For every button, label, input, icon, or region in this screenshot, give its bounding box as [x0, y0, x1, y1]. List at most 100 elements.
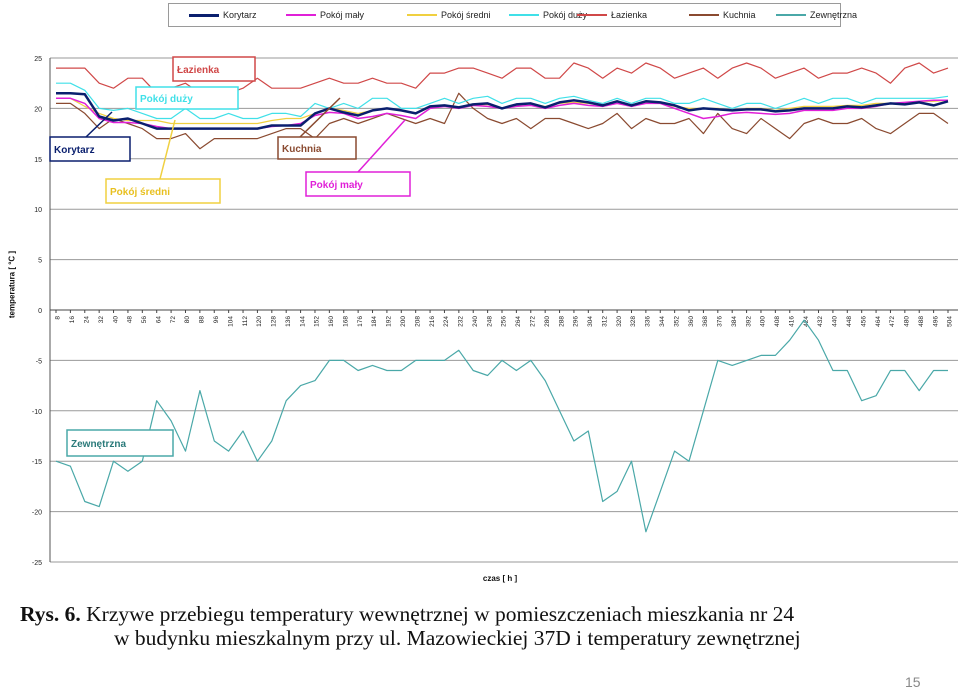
chart-legend: Korytarz Pokój mały Pokój średni Pokój duży… [168, 3, 857, 27]
x-tick-label: 104 [227, 316, 234, 327]
annotation-label: Pokój duży [140, 94, 193, 105]
annotation-box [172, 56, 256, 82]
x-tick-label: 128 [271, 316, 278, 327]
page-number: 15 [905, 674, 921, 690]
x-tick-label: 344 [659, 316, 666, 327]
x-tick-label: 64 [155, 316, 162, 324]
annotation-box [277, 136, 357, 160]
y-tick-label: -20 [32, 510, 42, 517]
y-tick-label: -5 [36, 358, 42, 365]
x-tick-label: 160 [328, 316, 335, 327]
annotation-box [105, 178, 221, 204]
series-line-kuchnia [56, 92, 949, 150]
annotation-label: Pokój mały [310, 180, 363, 191]
legend-label: Kuchnia [723, 10, 756, 20]
x-tick-label: 416 [788, 316, 795, 327]
x-tick-label: 216 [429, 316, 436, 327]
x-tick-label: 440 [832, 316, 839, 327]
y-tick-label: 20 [34, 106, 42, 113]
y-tick-label: 0 [38, 308, 42, 315]
x-tick-label: 448 [846, 316, 853, 327]
legend-label: Korytarz [223, 10, 257, 20]
x-tick-label: 408 [774, 316, 781, 327]
legend-swatch [286, 14, 316, 16]
x-tick-label: 232 [458, 316, 465, 327]
annotation-leader [159, 119, 176, 180]
y-tick-label: 25 [34, 56, 42, 63]
annotation-leader [357, 119, 406, 173]
temperature-chart: -25 -20 -15 -10 -5 0 5 10 15 20 25 8 16 24 32 40 48 56 64 7… [32, 56, 958, 567]
x-tick-label: 176 [357, 316, 364, 327]
y-tick-label: -10 [32, 409, 42, 416]
caption-label: Rys. 6. [20, 602, 81, 626]
annotation-box [135, 86, 239, 110]
x-tick-label: 272 [529, 316, 536, 327]
x-tick-label: 424 [803, 316, 810, 327]
legend-label: Zewnętrzna [810, 10, 858, 20]
legend-swatch [689, 14, 719, 16]
x-tick-label: 40 [112, 316, 119, 324]
x-tick-label: 336 [645, 316, 652, 327]
x-tick-label: 376 [717, 316, 724, 327]
x-tick-label: 312 [601, 316, 608, 327]
x-tick-label: 288 [558, 316, 565, 327]
x-tick-label: 144 [299, 316, 306, 327]
x-tick-label: 224 [443, 316, 450, 327]
annotation-box [66, 429, 174, 457]
annotation-leader [85, 111, 113, 138]
x-tick-label: 136 [285, 316, 292, 327]
x-tick-label: 352 [673, 316, 680, 327]
legend-swatch [407, 14, 437, 16]
legend-label: Łazienka [611, 10, 648, 20]
x-tick-label: 56 [141, 316, 148, 324]
annotation-leader [299, 97, 341, 138]
x-tick-label: 496 [932, 316, 939, 327]
x-tick-label: 328 [630, 316, 637, 327]
annotation-label: Korytarz [54, 145, 95, 156]
legend-swatch [577, 14, 607, 16]
x-tick-label: 304 [587, 316, 594, 327]
legend-label: Pokój mały [320, 10, 365, 20]
legend-swatch [189, 13, 219, 17]
y-axis-label: temperatura [ °C ] [7, 250, 17, 319]
x-tick-label: 152 [314, 316, 321, 327]
x-tick-label: 296 [573, 316, 580, 327]
x-tick-label: 360 [688, 316, 695, 327]
annotation-box [305, 171, 411, 197]
x-tick-label: 320 [616, 316, 623, 327]
x-tick-label: 192 [386, 316, 393, 327]
x-tick-label: 96 [213, 316, 220, 324]
series-line-pokój-duży [56, 82, 949, 120]
x-tick-label: 16 [69, 316, 76, 324]
x-tick-label: 480 [904, 316, 911, 327]
y-tick-label: 10 [34, 207, 42, 214]
y-tick-label: 5 [38, 258, 42, 265]
x-tick-label: 464 [875, 316, 882, 327]
x-tick-label: 280 [544, 316, 551, 327]
x-tick-label: 432 [817, 316, 824, 327]
x-tick-label: 184 [371, 316, 378, 327]
x-tick-label: 400 [760, 316, 767, 327]
series-line-korytarz [56, 92, 949, 130]
x-tick-label: 8 [55, 316, 62, 320]
caption-line2: w budynku mieszkalnym przy ul. Mazowieck… [114, 626, 801, 650]
x-tick-label: 384 [731, 316, 738, 327]
x-tick-label: 32 [98, 316, 105, 324]
legend-label: Pokój duży [543, 10, 588, 20]
x-tick-label: 368 [702, 316, 709, 327]
x-tick-label: 80 [184, 316, 191, 324]
caption-line1: Krzywe przebiegu temperatury wewnętrznej… [80, 602, 795, 626]
x-axis-label: czas [ h ] [482, 574, 518, 583]
x-tick-label: 240 [472, 316, 479, 327]
legend-item: Pokój średni [407, 4, 491, 26]
x-tick-label: 208 [414, 316, 421, 327]
y-tick-label: 15 [34, 157, 42, 164]
annotation-label: Kuchnia [282, 144, 322, 155]
y-tick-label: -15 [32, 459, 42, 466]
x-tick-label: 112 [242, 316, 249, 327]
figure-caption: Rys. 6. Krzywe przebiegu temperatury wew… [20, 602, 945, 650]
legend-swatch [509, 14, 539, 16]
x-tick-label: 472 [889, 316, 896, 327]
annotation-label: Łazienka [177, 65, 220, 76]
x-tick-label: 200 [400, 316, 407, 327]
